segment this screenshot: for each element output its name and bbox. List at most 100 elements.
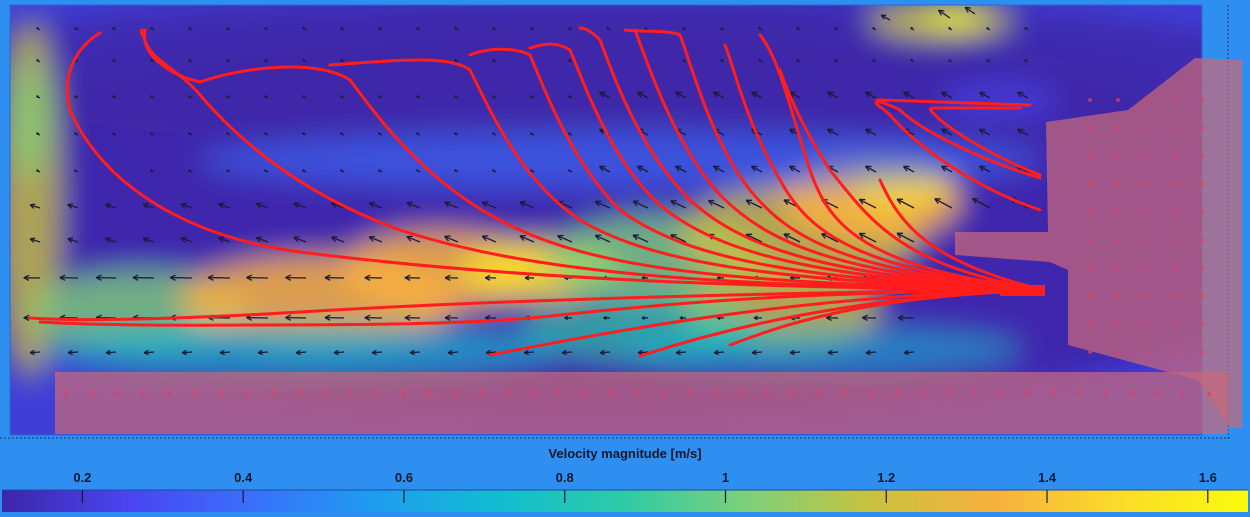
velocity-arrow-head xyxy=(529,95,533,99)
velocity-arrow-head xyxy=(285,274,292,281)
overlay-dot xyxy=(1088,182,1092,186)
overlay-dot xyxy=(1144,154,1148,158)
velocity-arrow xyxy=(751,351,763,354)
velocity-arrow-head xyxy=(302,59,305,62)
overlay-dot xyxy=(1088,238,1092,242)
overlay-dot xyxy=(1200,98,1204,102)
velocity-arrow-head xyxy=(377,169,381,173)
velocity-arrow-head xyxy=(751,349,757,356)
velocity-arrow xyxy=(979,165,991,173)
velocity-arrow-head xyxy=(858,198,866,205)
velocity-arrow-head xyxy=(149,95,153,99)
velocity-arrow xyxy=(218,203,231,209)
velocity-arrow xyxy=(934,198,953,209)
overlay-dot xyxy=(1207,392,1211,396)
velocity-arrow-head xyxy=(1024,27,1027,30)
velocity-arrow-head xyxy=(978,165,986,172)
velocity-arrow-head xyxy=(293,202,300,209)
velocity-arrow-head xyxy=(902,91,910,98)
velocity-arrow-head xyxy=(409,349,415,356)
overlay-dot xyxy=(1025,392,1029,396)
overlay-dot xyxy=(1144,322,1148,326)
velocity-arrow-head xyxy=(827,349,833,356)
velocity-arrow-head xyxy=(834,27,837,30)
velocity-arrow xyxy=(293,236,307,243)
velocity-arrow-head xyxy=(594,234,602,241)
colorbar-tick-label: 0.2 xyxy=(73,470,91,485)
overlay-dot xyxy=(479,392,483,396)
velocity-arrow-head xyxy=(940,165,948,172)
colorbar-tick-label: 0.6 xyxy=(395,470,413,485)
overlay-dot xyxy=(817,392,821,396)
velocity-arrow xyxy=(637,165,649,173)
velocity-arrow-head xyxy=(255,236,263,243)
overlay-dot xyxy=(1200,294,1204,298)
velocity-arrows xyxy=(23,6,1029,356)
velocity-arrow xyxy=(865,128,877,136)
velocity-arrow xyxy=(859,198,877,209)
overlay-dot xyxy=(1116,322,1120,326)
overlay-dot xyxy=(765,392,769,396)
velocity-arrow xyxy=(675,351,687,354)
overlay-dot xyxy=(1116,294,1120,298)
velocity-arrow-head xyxy=(104,203,112,209)
inlet-nozzle-overlay xyxy=(955,58,1242,428)
overlay-dot xyxy=(921,392,925,396)
velocity-arrow xyxy=(519,201,535,209)
velocity-arrow-head xyxy=(368,201,376,208)
colorbar-tick-label: 1.4 xyxy=(1038,470,1057,485)
velocity-arrow xyxy=(67,204,79,209)
overlay-dot xyxy=(1088,210,1092,214)
streamlines xyxy=(28,26,1045,358)
velocity-arrow-head xyxy=(180,236,187,243)
overlay-dot xyxy=(375,392,379,396)
overlay-dot xyxy=(1103,392,1107,396)
velocity-arrow xyxy=(670,234,687,243)
overlay-dot xyxy=(1144,294,1148,298)
velocity-arrow xyxy=(67,238,79,243)
velocity-arrow xyxy=(1017,91,1029,99)
velocity-arrow-head xyxy=(674,91,682,98)
velocity-arrow-head xyxy=(339,95,343,99)
field-blob xyxy=(925,6,985,26)
overlay-dot xyxy=(1155,392,1159,396)
velocity-arrow-head xyxy=(491,169,495,173)
velocity-arrow-head xyxy=(641,316,645,320)
overlay-dot xyxy=(1172,238,1176,242)
velocity-arrow-head xyxy=(404,314,411,321)
velocity-arrow xyxy=(979,91,991,99)
velocity-arrow-head xyxy=(324,314,331,321)
velocity-arrow-head xyxy=(986,59,989,62)
velocity-arrow-head xyxy=(896,198,904,205)
velocity-arrow-head xyxy=(910,59,913,62)
velocity-arrow xyxy=(331,236,345,243)
velocity-arrow-head xyxy=(910,27,913,30)
velocity-arrow-head xyxy=(603,315,607,320)
velocity-arrow-head xyxy=(491,132,495,136)
velocity-arrow xyxy=(485,351,497,354)
overlay-dot xyxy=(1200,322,1204,326)
velocity-arrow-head xyxy=(67,237,74,243)
velocity-arrow-head xyxy=(567,169,571,173)
velocity-arrow-head xyxy=(340,27,343,30)
colorbar-tick-label: 1 xyxy=(722,470,729,485)
velocity-arrow-head xyxy=(295,349,301,356)
velocity-arrow-head xyxy=(758,27,761,30)
streamline xyxy=(778,68,1045,292)
streamline xyxy=(28,288,1045,322)
velocity-arrow-head xyxy=(444,274,451,282)
overlay-dot xyxy=(1200,238,1204,242)
overlay-dot xyxy=(739,392,743,396)
velocity-arrow-head xyxy=(712,165,720,172)
colorbar: Velocity magnitude [m/s] 0.2 0.4 0.6 0.8 1 1.… xyxy=(2,446,1248,512)
velocity-arrow-head xyxy=(880,14,887,20)
velocity-arrow-head xyxy=(29,203,36,209)
velocity-arrow-head xyxy=(529,169,533,173)
velocity-arrow-head xyxy=(599,349,605,356)
velocity-arrow-head xyxy=(416,27,419,30)
overlay-dot xyxy=(1172,126,1176,130)
velocity-arrow-head xyxy=(561,349,567,356)
overlay-dot xyxy=(453,392,457,396)
velocity-arrow-head xyxy=(339,132,343,136)
